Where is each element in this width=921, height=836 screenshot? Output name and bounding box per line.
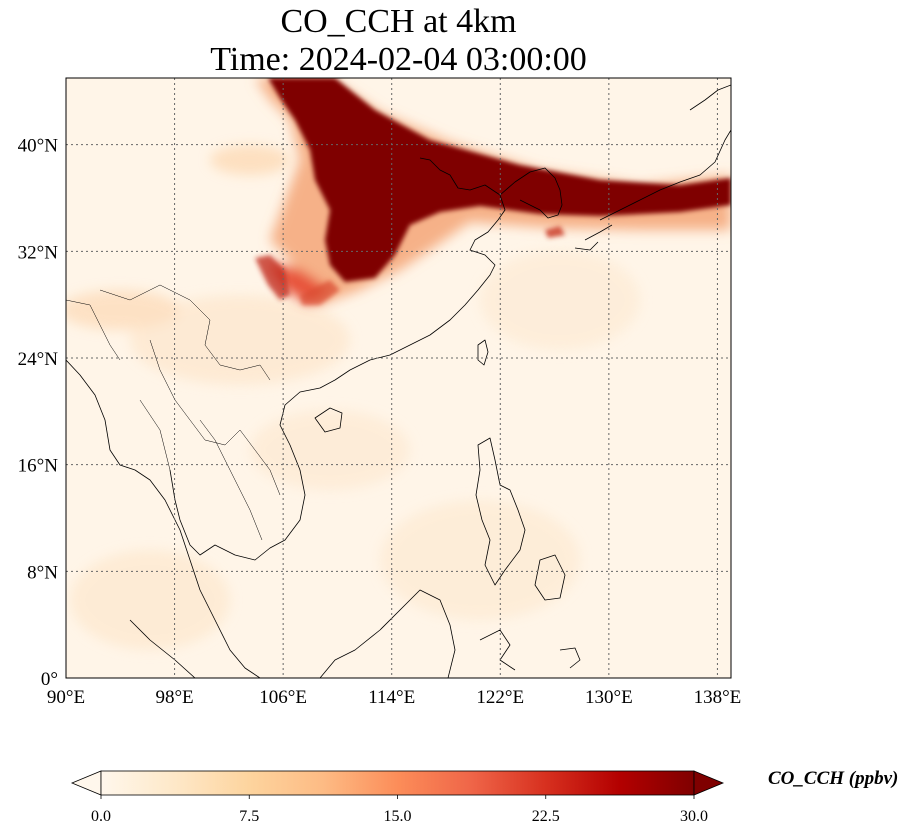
colorbar-gradient bbox=[100, 770, 695, 796]
lat-tick-label: 32°N bbox=[18, 242, 59, 263]
inner-borders bbox=[66, 284, 281, 541]
colorbar-tick-label: 30.0 bbox=[680, 808, 708, 825]
colorbar-label: CO_CCH (ppbv) bbox=[768, 768, 899, 789]
sulawesi-coast bbox=[479, 629, 581, 671]
concentration-field bbox=[66, 78, 731, 650]
lat-tick-label: 0° bbox=[41, 669, 58, 690]
philippines-coast bbox=[475, 437, 566, 601]
colorbar: 0.0 7.5 15.0 22.5 30.0 bbox=[70, 770, 725, 825]
sumatra-coast bbox=[129, 619, 196, 678]
map-panel: 90°E 98°E 106°E 114°E 122°E 130°E 138°E 0° 8°N 1… bbox=[18, 77, 741, 708]
lon-tick-label: 138°E bbox=[694, 687, 742, 708]
colorbar-extend-min bbox=[70, 770, 102, 796]
lon-tick-label: 90°E bbox=[47, 687, 85, 708]
gridlines bbox=[66, 78, 731, 678]
lat-tick-label: 16°N bbox=[18, 456, 59, 477]
lat-tick-label: 40°N bbox=[18, 136, 59, 157]
lat-tick-label: 8°N bbox=[27, 562, 58, 583]
haze-layer bbox=[66, 145, 640, 650]
map-frame bbox=[65, 77, 732, 679]
colorbar-tick-label: 15.0 bbox=[384, 808, 412, 825]
korea-coast bbox=[499, 167, 563, 219]
map-title-line1: CO_CCH at 4km bbox=[280, 3, 517, 40]
colorbar-tick-label: 0.0 bbox=[91, 808, 111, 825]
plume-core bbox=[255, 78, 731, 305]
hainan-coast bbox=[314, 407, 343, 433]
colorbar-tick-label: 7.5 bbox=[239, 808, 259, 825]
lon-tick-label: 130°E bbox=[585, 687, 633, 708]
lat-tick-labels: 0° 8°N 16°N 24°N 32°N 40°N bbox=[18, 136, 59, 690]
lat-tick-label: 24°N bbox=[18, 349, 59, 370]
lon-tick-label: 98°E bbox=[155, 687, 193, 708]
lon-tick-label: 106°E bbox=[259, 687, 307, 708]
map-title-line2: Time: 2024-02-04 03:00:00 bbox=[210, 41, 587, 78]
colorbar-ticks: 0.0 7.5 15.0 22.5 30.0 bbox=[91, 795, 708, 825]
colorbar-extend-max bbox=[693, 770, 725, 796]
japan-coast bbox=[574, 84, 731, 251]
colorbar-tick-label: 22.5 bbox=[532, 808, 560, 825]
borneo-coast bbox=[319, 589, 456, 678]
lon-tick-labels: 90°E 98°E 106°E 114°E 122°E 130°E 138°E bbox=[47, 687, 741, 708]
lon-tick-label: 114°E bbox=[368, 687, 415, 708]
lon-tick-label: 122°E bbox=[476, 687, 524, 708]
